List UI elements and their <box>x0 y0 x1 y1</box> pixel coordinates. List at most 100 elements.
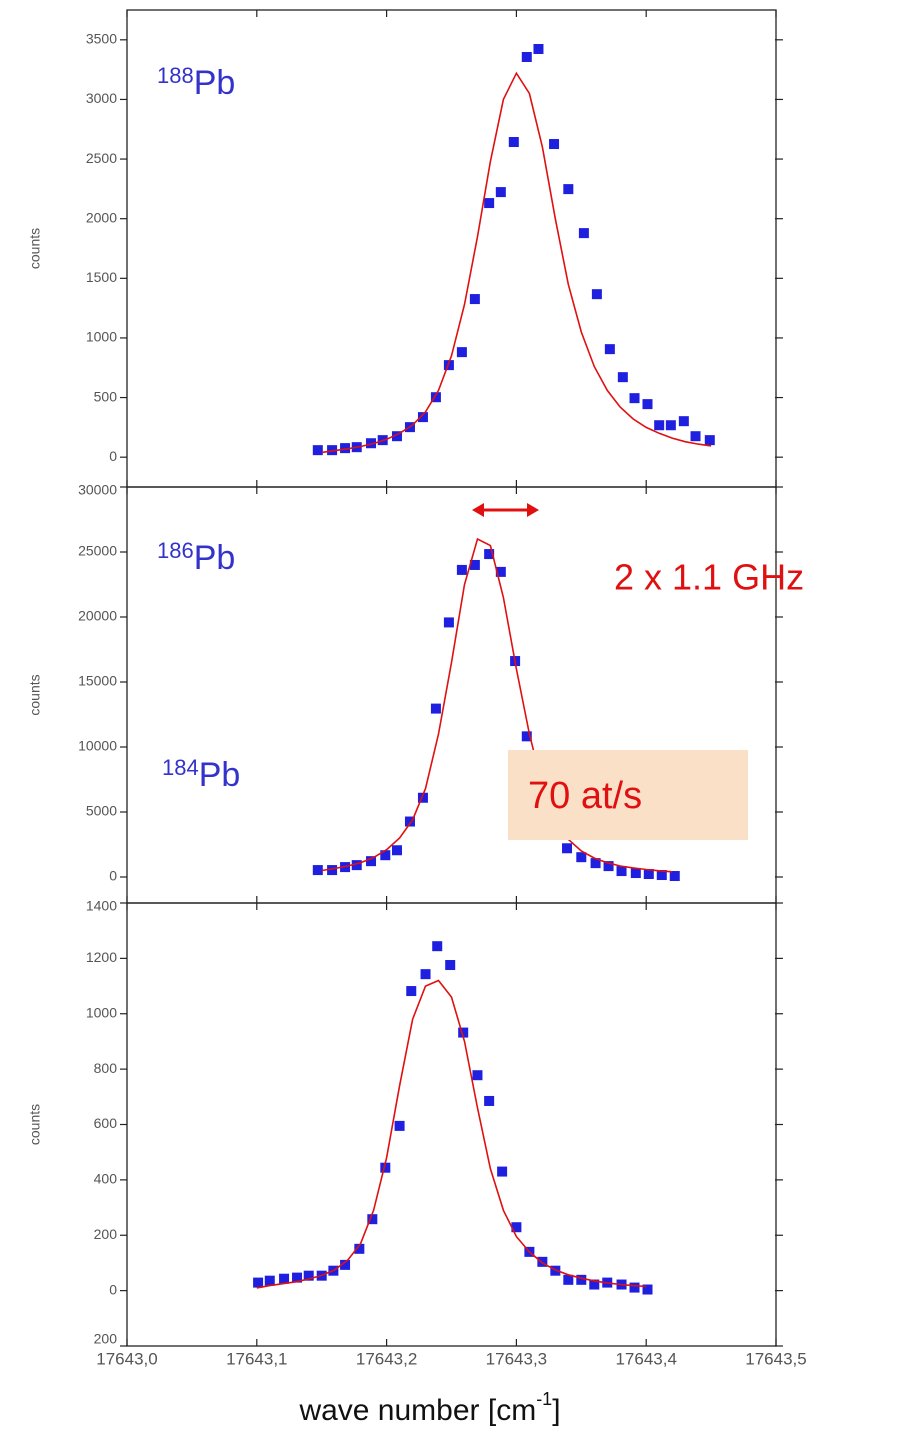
y-tick-label: 3500 <box>86 31 117 47</box>
x-tick-label: 17643,1 <box>226 1349 287 1368</box>
y-tick-label: 2000 <box>86 209 117 225</box>
data-point <box>690 431 701 442</box>
data-point <box>394 1120 405 1131</box>
data-point <box>484 198 495 209</box>
isotope-label: 188Pb <box>157 63 235 102</box>
fit-line <box>256 979 647 1289</box>
width-note: 2 x 1.1 GHz <box>614 557 804 598</box>
y-tick-label: 1200 <box>86 949 117 965</box>
data-point <box>562 843 573 854</box>
data-point <box>576 852 587 863</box>
data-point <box>292 1272 303 1283</box>
isotope-symbol: Pb <box>194 64 236 102</box>
data-point <box>406 986 417 997</box>
x-label-text: wave number [cm <box>298 1394 536 1427</box>
isotope-symbol: Pb <box>199 756 241 794</box>
data-point <box>642 1284 653 1295</box>
data-point <box>576 1274 587 1285</box>
data-point <box>367 1214 378 1225</box>
data-point <box>643 869 654 880</box>
data-point <box>603 861 614 872</box>
data-point <box>279 1273 290 1284</box>
fit-line <box>321 537 673 873</box>
y-tick-label: 0 <box>109 868 117 884</box>
data-point <box>456 564 467 575</box>
data-point <box>469 559 480 570</box>
data-point <box>380 1162 391 1173</box>
x-axis-label: wave number [cm-1] <box>298 1389 560 1427</box>
data-point <box>327 865 338 876</box>
data-point <box>563 1274 574 1285</box>
rate-note: 70 at/s <box>528 775 642 817</box>
y-tick-label: 0 <box>109 1281 117 1297</box>
data-point <box>629 393 640 404</box>
data-point <box>678 416 689 427</box>
y-tick-label: 5000 <box>86 803 117 819</box>
y-tick-label: 1500 <box>86 269 117 285</box>
isotope-label: 184Pb <box>162 755 240 794</box>
data-point <box>495 566 506 577</box>
data-point <box>591 289 602 300</box>
data-point <box>484 549 495 560</box>
data-point <box>629 1282 640 1293</box>
data-point <box>327 445 338 456</box>
data-point <box>578 228 589 239</box>
data-point <box>508 137 519 148</box>
data-point <box>472 1070 483 1081</box>
data-point <box>445 960 456 971</box>
data-point <box>549 139 560 150</box>
x-tick-label: 17643,4 <box>615 1349 676 1368</box>
data-point <box>630 868 641 879</box>
data-point <box>495 187 506 198</box>
data-point <box>443 360 454 371</box>
rate-box <box>508 750 748 840</box>
data-point <box>417 412 428 423</box>
data-point <box>430 392 441 403</box>
data-point <box>340 443 351 454</box>
data-point <box>312 445 323 456</box>
isotope-mass: 188 <box>157 63 194 88</box>
isotope-label: 186Pb <box>157 538 235 577</box>
data-point <box>391 431 402 442</box>
y-tick-label: 1000 <box>86 329 117 345</box>
isotope-symbol: Pb <box>194 539 236 577</box>
x-label-end: ] <box>552 1394 560 1427</box>
data-point <box>264 1275 275 1286</box>
y-axis-label: counts <box>27 674 43 715</box>
x-tick-label: 17643,5 <box>745 1349 806 1368</box>
x-tick-label: 17643,2 <box>356 1349 417 1368</box>
y-tick-label: 500 <box>94 388 118 404</box>
data-point <box>351 860 362 871</box>
data-point <box>521 731 532 742</box>
y-axis-label: counts <box>27 1104 43 1145</box>
y-tick-label: 800 <box>94 1060 118 1076</box>
data-point <box>589 1279 600 1290</box>
data-point <box>303 1270 314 1281</box>
data-point <box>432 941 443 952</box>
data-point <box>617 372 628 383</box>
y-tick-label: 1000 <box>86 1004 117 1020</box>
y-tick-label: 0 <box>109 448 117 464</box>
data-point <box>497 1166 508 1177</box>
y-tick-label: 600 <box>94 1115 118 1131</box>
y-tick-label: 1400 <box>86 898 117 914</box>
data-point <box>404 816 415 827</box>
data-point <box>469 294 480 305</box>
y-tick-label: 2500 <box>86 150 117 166</box>
data-point <box>642 399 653 410</box>
data-point <box>669 871 680 882</box>
data-point <box>521 51 532 62</box>
data-point <box>443 617 454 628</box>
data-point <box>366 856 377 867</box>
data-point <box>511 1222 522 1233</box>
data-point <box>253 1277 264 1288</box>
data-point <box>616 866 627 877</box>
x-label-sup: -1 <box>536 1389 552 1409</box>
y-tick-label: 200 <box>94 1226 118 1242</box>
data-point <box>312 865 323 876</box>
data-point <box>354 1243 365 1254</box>
data-point <box>458 1027 469 1038</box>
y-tick-label: 25000 <box>78 543 117 559</box>
data-point <box>420 969 431 980</box>
y-tick-label: 10000 <box>78 738 117 754</box>
